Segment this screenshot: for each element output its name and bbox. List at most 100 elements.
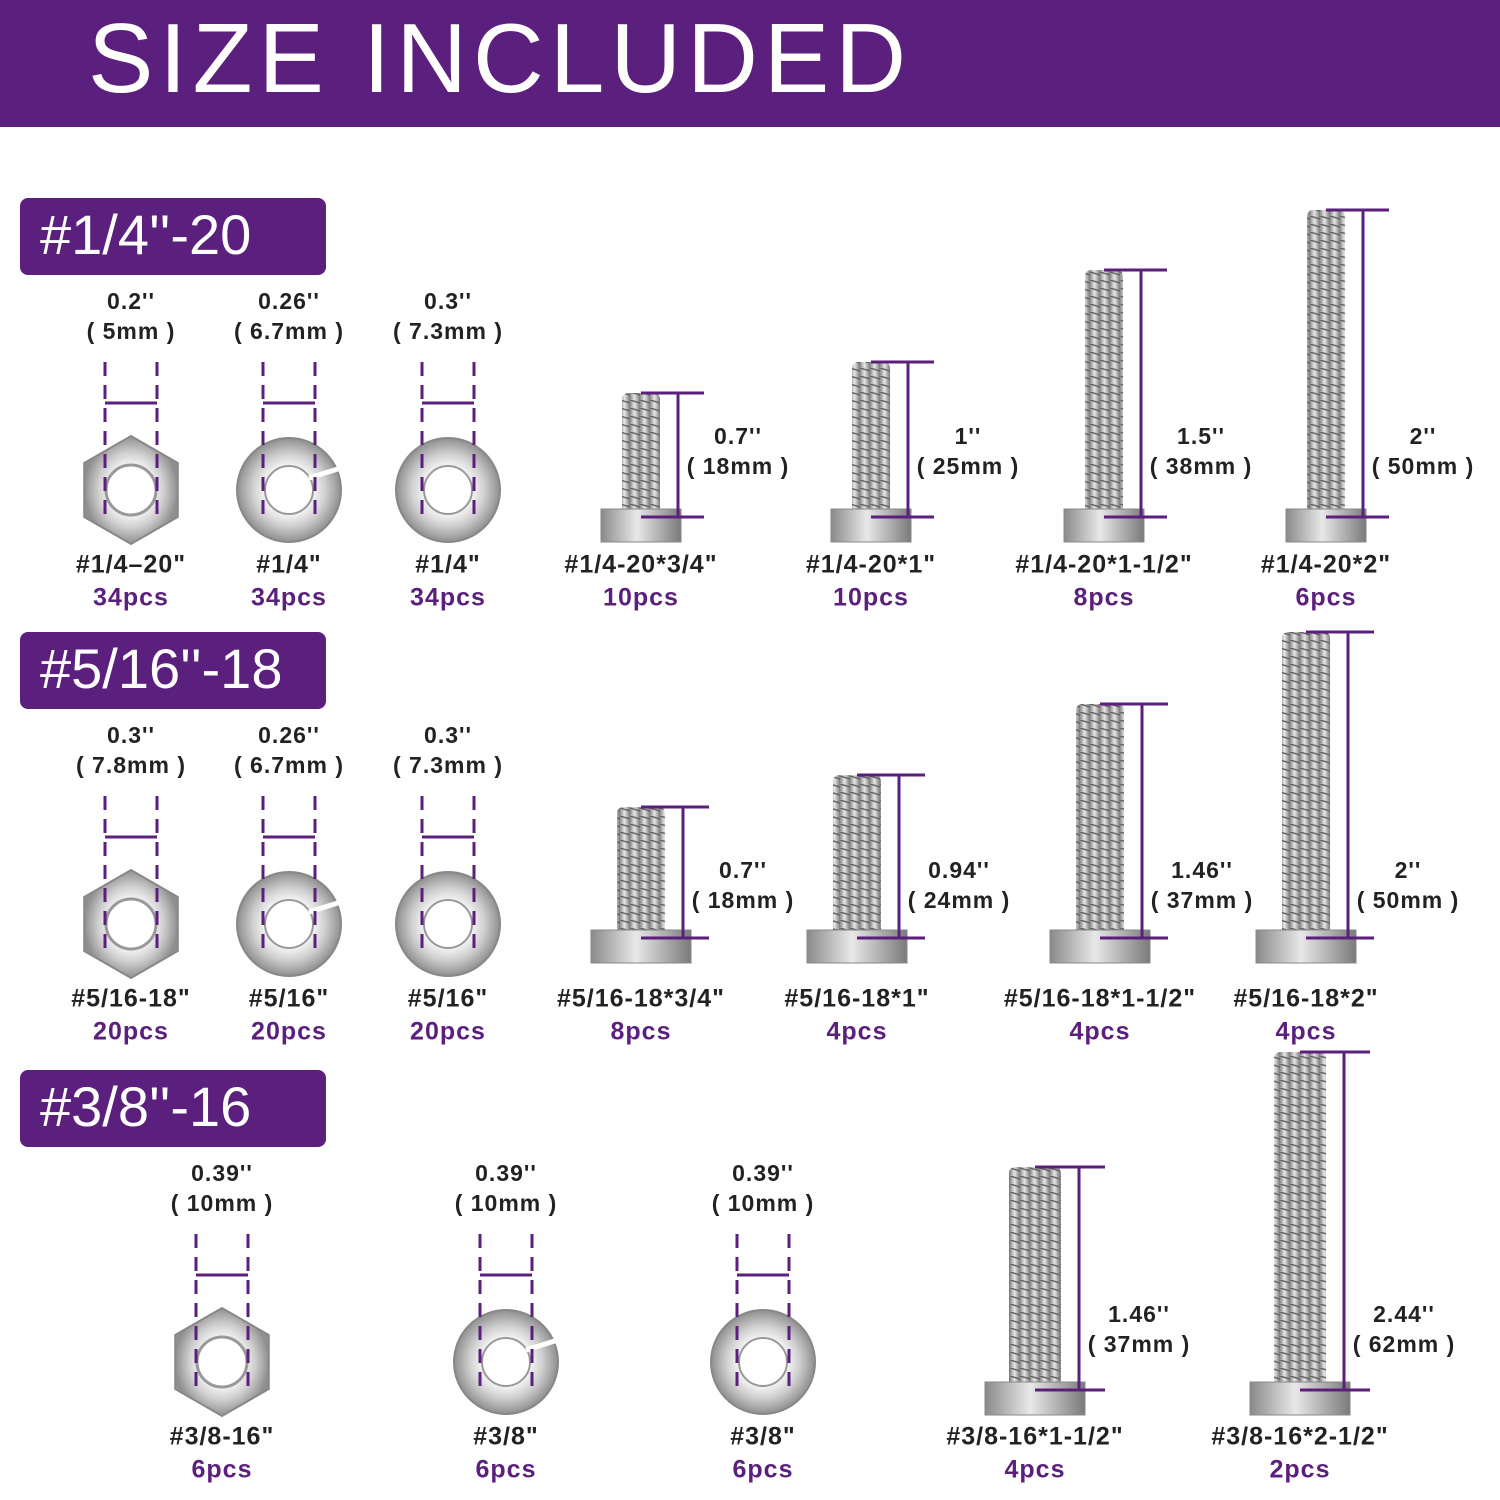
item-count: 4pcs <box>1070 1018 1131 1046</box>
header-bar <box>0 0 1500 127</box>
washer-hole <box>738 1337 788 1387</box>
item-size: 0.7'' <box>719 857 767 883</box>
item-metric: ( 5mm ) <box>87 318 176 344</box>
item-metric: ( 50mm ) <box>1357 887 1460 913</box>
item-metric: ( 7.3mm ) <box>393 318 503 344</box>
item-count: 8pcs <box>1074 584 1135 612</box>
item-count: 20pcs <box>410 1018 486 1046</box>
item-size: 0.26'' <box>258 722 320 748</box>
bolt-head <box>984 1381 1086 1416</box>
nut-hole <box>195 1335 249 1389</box>
item-size: 0.39'' <box>732 1160 794 1186</box>
bolt-shank <box>1085 270 1123 517</box>
item-name: #1/4-20*3/4" <box>564 551 717 579</box>
item-name: #5/16-18" <box>71 985 191 1013</box>
item-metric: ( 62mm ) <box>1353 1331 1456 1357</box>
section-badge <box>20 1070 326 1147</box>
item-count: 10pcs <box>833 584 909 612</box>
washer-hole <box>423 465 473 515</box>
item-name: #5/16" <box>249 985 329 1013</box>
item-size: 1'' <box>955 423 982 449</box>
bolt-shank <box>1274 1052 1326 1390</box>
item-count: 4pcs <box>827 1018 888 1046</box>
item-metric: ( 37mm ) <box>1151 887 1254 913</box>
item-name: #3/8" <box>473 1423 539 1451</box>
item-name: #5/16-18*3/4" <box>557 985 725 1013</box>
bolt-shank <box>1076 704 1124 938</box>
item-name: #3/8-16*1-1/2" <box>946 1423 1123 1451</box>
section-label: #5/16''-18 <box>40 637 282 700</box>
item-size: 2.44'' <box>1373 1301 1435 1327</box>
bolt-head <box>1285 508 1367 543</box>
item-size: 0.2'' <box>107 288 155 314</box>
item-name: #3/8-16" <box>170 1423 275 1451</box>
bolt-head <box>1063 508 1145 543</box>
item-count: 34pcs <box>410 584 486 612</box>
item-count: 34pcs <box>251 584 327 612</box>
bolt-head <box>1255 929 1357 964</box>
item-count: 6pcs <box>476 1456 537 1484</box>
item-size: 0.3'' <box>107 722 155 748</box>
bolt-head <box>1049 929 1151 964</box>
bolt-shank <box>852 362 890 517</box>
item-count: 2pcs <box>1270 1456 1331 1484</box>
item-size: 0.26'' <box>258 288 320 314</box>
item-metric: ( 37mm ) <box>1088 1331 1191 1357</box>
bolt-head <box>806 929 908 964</box>
item-count: 10pcs <box>603 584 679 612</box>
item-name: #5/16-18*1" <box>784 985 929 1013</box>
washer-hole <box>481 1337 531 1387</box>
bolt-shank <box>833 775 881 938</box>
item-count: 34pcs <box>93 584 169 612</box>
bolt-shank <box>622 393 660 517</box>
bolt-shank <box>1009 1167 1061 1390</box>
bolt-head <box>600 508 682 543</box>
item-metric: ( 10mm ) <box>171 1190 274 1216</box>
item-size: 0.3'' <box>424 288 472 314</box>
bolt-shank <box>1307 210 1345 517</box>
washer-hole <box>264 465 314 515</box>
washer-hole <box>423 899 473 949</box>
item-name: #1/4" <box>415 551 481 579</box>
item-name: #3/8" <box>730 1423 796 1451</box>
item-name: #3/8-16*2-1/2" <box>1211 1423 1388 1451</box>
item-size: 0.39'' <box>191 1160 253 1186</box>
item-name: #1/4–20" <box>76 551 186 579</box>
item-metric: ( 10mm ) <box>455 1190 558 1216</box>
content: #1/4''-20 #1/4–20" 34pcs 0.2'' ( 5mm ) #1/4" 3… <box>20 198 1475 1484</box>
item-count: 6pcs <box>192 1456 253 1484</box>
item-count: 8pcs <box>611 1018 672 1046</box>
item-name: #1/4-20*1-1/2" <box>1015 551 1192 579</box>
item-size: 0.94'' <box>928 857 990 883</box>
section-badge <box>20 632 326 709</box>
item-metric: ( 10mm ) <box>712 1190 815 1216</box>
item-name: #5/16-18*2" <box>1233 985 1378 1013</box>
item-name: #1/4" <box>256 551 322 579</box>
bolt-shank <box>1282 632 1330 938</box>
item-count: 4pcs <box>1005 1456 1066 1484</box>
item-count: 4pcs <box>1276 1018 1337 1046</box>
item-count: 20pcs <box>93 1018 169 1046</box>
item-count: 6pcs <box>1296 584 1357 612</box>
item-name: #5/16-18*1-1/2" <box>1004 985 1196 1013</box>
bolt-head <box>1249 1381 1351 1416</box>
item-metric: ( 7.3mm ) <box>393 752 503 778</box>
washer-hole <box>264 899 314 949</box>
item-metric: ( 6.7mm ) <box>234 752 344 778</box>
bolt-head <box>590 929 692 964</box>
item-metric: ( 6.7mm ) <box>234 318 344 344</box>
item-size: 1.5'' <box>1177 423 1225 449</box>
item-size: 0.7'' <box>714 423 762 449</box>
section-label: #3/8''-16 <box>40 1075 251 1138</box>
item-name: #5/16" <box>408 985 488 1013</box>
item-metric: ( 24mm ) <box>908 887 1011 913</box>
nut-hole <box>104 463 158 517</box>
bolt-head <box>830 508 912 543</box>
header-title: SIZE INCLUDED <box>88 3 912 113</box>
item-size: 1.46'' <box>1171 857 1233 883</box>
washer-gap <box>308 465 342 481</box>
item-metric: ( 50mm ) <box>1372 453 1475 479</box>
bolt-shank <box>617 807 665 938</box>
section-badge <box>20 198 326 275</box>
